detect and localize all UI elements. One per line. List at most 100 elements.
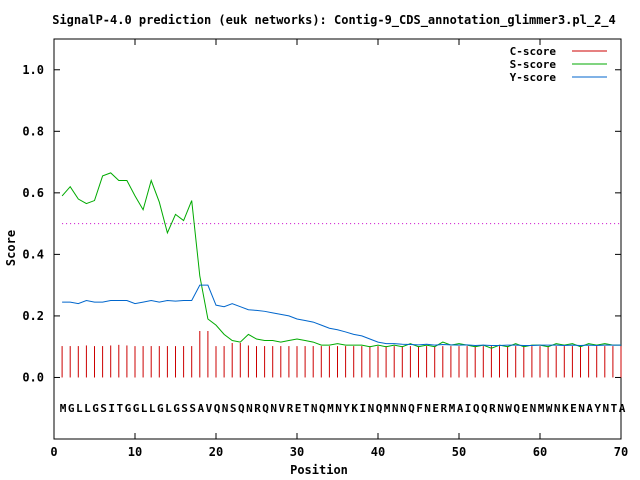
sequence-letter: E — [432, 402, 439, 415]
x-tick-label: 60 — [533, 445, 547, 459]
sequence-letter: G — [125, 402, 132, 415]
sequence-letter: S — [100, 402, 107, 415]
sequence-letter: K — [562, 402, 569, 415]
sequence-letter: N — [497, 402, 504, 415]
sequence-letter: V — [206, 402, 213, 415]
s-score-line — [61, 172, 621, 349]
sequence-letter: I — [465, 402, 472, 415]
sequence-letter: Q — [376, 402, 383, 415]
x-axis-ticks: 0 10 20 30 40 50 60 70 — [50, 39, 628, 459]
sequence-letter: Q — [238, 402, 245, 415]
sequence-letter: N — [554, 402, 561, 415]
sequence-letter: M — [327, 402, 334, 415]
sequence-letter: L — [141, 402, 148, 415]
y-score-line — [62, 284, 621, 346]
sequence-letter: R — [254, 402, 261, 415]
sequence-letter: G — [173, 402, 180, 415]
sequence-letter: N — [222, 402, 229, 415]
sequence-letter: A — [619, 402, 626, 415]
sequence-letter: T — [303, 402, 310, 415]
sequence-letter: Q — [513, 402, 520, 415]
sequence-letter: Q — [473, 402, 480, 415]
sequence-letter: M — [538, 402, 545, 415]
sequence-letter: Q — [408, 402, 415, 415]
sequence-letter: I — [359, 402, 366, 415]
sequence-letter: S — [230, 402, 237, 415]
sequence-letter: E — [570, 402, 577, 415]
sequence-letter: V — [278, 402, 285, 415]
sequence-letter: I — [108, 402, 115, 415]
sequence-letter: N — [392, 402, 399, 415]
sequence-letter: N — [246, 402, 253, 415]
sequence-letter: K — [351, 402, 358, 415]
x-axis-label: Position — [290, 463, 348, 477]
x-tick-label: 70 — [614, 445, 628, 459]
x-tick-label: 20 — [209, 445, 223, 459]
sequence-letter: S — [189, 402, 196, 415]
y-tick-label: 1.0 — [22, 63, 44, 77]
sequence-letter: T — [116, 402, 123, 415]
sequence-letter: L — [165, 402, 172, 415]
y-tick-label: 0.0 — [22, 370, 44, 384]
legend-label-s-score: S-score — [510, 58, 557, 71]
sequence-letter: N — [335, 402, 342, 415]
y-tick-label: 0.4 — [22, 247, 44, 261]
y-axis-label: Score — [4, 230, 18, 266]
sequence-letter: T — [611, 402, 618, 415]
y-tick-label: 0.6 — [22, 186, 44, 200]
sequence-letter: Q — [481, 402, 488, 415]
sequence-letter: G — [92, 402, 99, 415]
x-tick-label: 30 — [290, 445, 304, 459]
y-axis-ticks: 0.0 0.2 0.4 0.6 0.8 1.0 — [22, 63, 621, 384]
sequence-letter: N — [578, 402, 585, 415]
sequence-letter: W — [546, 402, 553, 415]
sequence-letter: Y — [594, 402, 601, 415]
y-tick-label: 0.2 — [22, 309, 44, 323]
sequence-letter: R — [287, 402, 294, 415]
sequence-letter: M — [449, 402, 456, 415]
legend-label-y-score: Y-score — [510, 71, 557, 84]
sequence-letter: A — [457, 402, 464, 415]
score-lines — [61, 172, 621, 349]
sequence-letter: L — [76, 402, 83, 415]
sequence-letter: G — [157, 402, 164, 415]
legend-label-c-score: C-score — [510, 45, 557, 58]
sequence-letter: N — [602, 402, 609, 415]
sequence-letter: R — [440, 402, 447, 415]
c-score-impulses — [61, 331, 622, 378]
sequence-letter: Q — [214, 402, 221, 415]
sequence-letter: Q — [262, 402, 269, 415]
sequence-letter: E — [521, 402, 528, 415]
plot-frame — [53, 38, 622, 440]
sequence-letter: N — [368, 402, 375, 415]
x-tick-label: 50 — [452, 445, 466, 459]
x-tick-label: 10 — [128, 445, 142, 459]
sequence-letter: L — [84, 402, 91, 415]
chart-title: SignalP-4.0 prediction (euk networks): C… — [52, 13, 616, 28]
sequence-letter: S — [181, 402, 188, 415]
sequence-letter: W — [505, 402, 512, 415]
x-tick-label: 40 — [371, 445, 385, 459]
sequence-letter: L — [149, 402, 156, 415]
sequence-letter: Q — [319, 402, 326, 415]
sequence-letter: N — [424, 402, 431, 415]
sequence-letter: Y — [343, 402, 350, 415]
sequence-letter: R — [489, 402, 496, 415]
sequence-letter: E — [295, 402, 302, 415]
sequence-letter: N — [400, 402, 407, 415]
sequence-letter: N — [270, 402, 277, 415]
sequence-letter: G — [68, 402, 75, 415]
sequence-letter: G — [133, 402, 140, 415]
y-tick-label: 0.8 — [22, 124, 44, 138]
sequence-letter: A — [197, 402, 204, 415]
sequence-letter: M — [60, 402, 67, 415]
sequence-letter: N — [311, 402, 318, 415]
sequence-letter: N — [530, 402, 537, 415]
sequence-letter: M — [384, 402, 391, 415]
x-tick-label: 0 — [50, 445, 57, 459]
sequence-letter: F — [416, 402, 423, 415]
